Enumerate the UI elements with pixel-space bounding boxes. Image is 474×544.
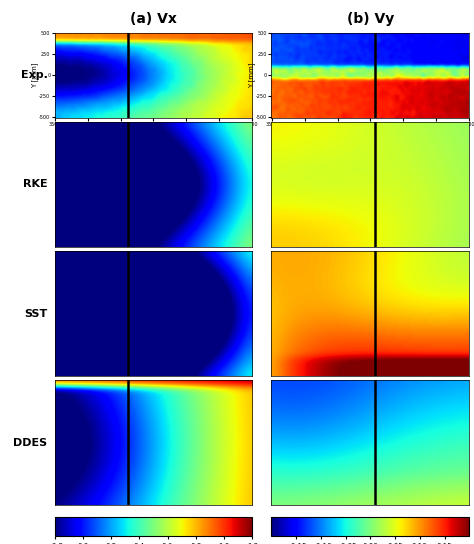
Y-axis label: Y [mm]: Y [mm] — [31, 63, 38, 88]
Text: RKE: RKE — [23, 180, 47, 189]
Text: (b) Vy: (b) Vy — [346, 12, 394, 26]
X-axis label: X [mm]: X [mm] — [357, 128, 383, 135]
Text: SST: SST — [24, 308, 47, 319]
X-axis label: X [mm]: X [mm] — [140, 128, 166, 135]
Y-axis label: Y [mm]: Y [mm] — [248, 63, 255, 88]
Text: Exp.: Exp. — [20, 70, 47, 80]
Text: DDES: DDES — [13, 438, 47, 448]
Text: (a) Vx: (a) Vx — [130, 12, 177, 26]
